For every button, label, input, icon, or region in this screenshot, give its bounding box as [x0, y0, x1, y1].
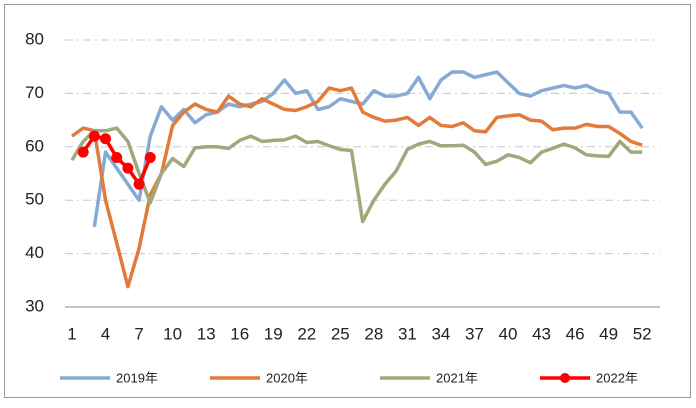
point — [122, 162, 134, 174]
point — [144, 151, 156, 163]
x-tick-label: 34 — [431, 324, 450, 343]
x-tick-label: 40 — [499, 324, 518, 343]
point — [133, 178, 145, 190]
y-tick-label: 50 — [25, 190, 44, 209]
x-tick-label: 43 — [532, 324, 551, 343]
x-tick-label: 25 — [331, 324, 350, 343]
x-tick-label: 49 — [599, 324, 618, 343]
x-tick-label: 52 — [633, 324, 652, 343]
y-tick-label: 70 — [25, 83, 44, 102]
series-line — [70, 126, 643, 224]
x-tick-label: 4 — [101, 324, 110, 343]
y-tick-label: 80 — [25, 29, 44, 48]
x-tick-label: 1 — [67, 324, 76, 343]
x-tick-label: 22 — [297, 324, 316, 343]
y-tick-label: 40 — [25, 243, 44, 262]
legend-label: 2021年 — [436, 370, 478, 385]
x-tick-label: 13 — [197, 324, 216, 343]
x-tick-label: 28 — [364, 324, 383, 343]
series-line — [70, 86, 643, 289]
point — [100, 133, 112, 145]
y-tick-label: 60 — [25, 136, 44, 155]
x-tick-label: 31 — [398, 324, 417, 343]
point — [111, 151, 123, 163]
x-tick-label: 16 — [230, 324, 249, 343]
x-tick-label: 46 — [566, 324, 585, 343]
legend-marker — [560, 373, 570, 383]
legend-label: 2020年 — [266, 370, 308, 385]
point — [88, 130, 100, 142]
legend-label: 2022年 — [596, 370, 638, 385]
x-tick-label: 7 — [134, 324, 143, 343]
x-tick-label: 19 — [264, 324, 283, 343]
x-tick-label: 10 — [163, 324, 182, 343]
legend-label: 2019年 — [116, 370, 158, 385]
point — [77, 146, 89, 158]
x-tick-label: 37 — [465, 324, 484, 343]
chart-frame — [4, 4, 691, 398]
y-tick-label: 30 — [25, 296, 44, 315]
